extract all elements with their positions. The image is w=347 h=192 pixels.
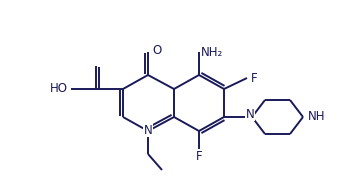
Text: HO: HO: [50, 83, 68, 95]
Text: O: O: [152, 45, 161, 57]
Text: N: N: [144, 123, 152, 137]
Text: F: F: [196, 150, 202, 162]
Text: N: N: [246, 108, 254, 121]
Text: NH: NH: [308, 111, 325, 123]
Text: F: F: [251, 71, 257, 84]
Text: NH₂: NH₂: [201, 46, 223, 60]
